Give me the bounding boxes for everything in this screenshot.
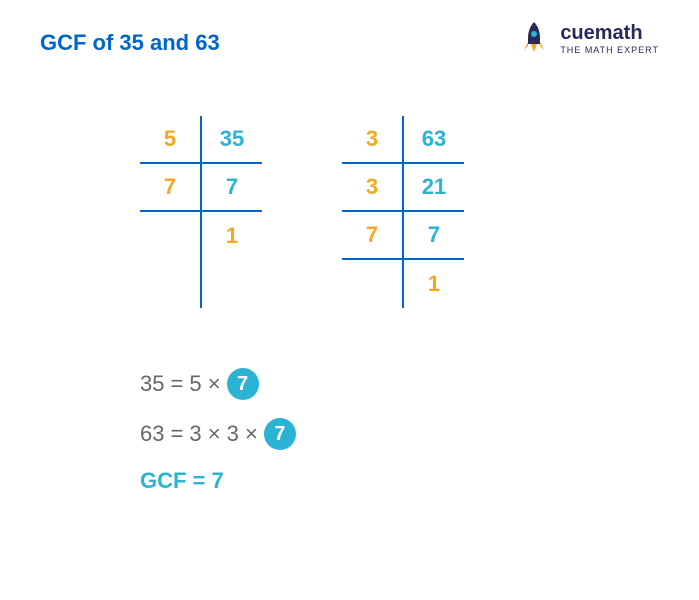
divisor-cell — [140, 212, 200, 260]
eq-num: 63 — [140, 421, 164, 447]
quotient-cell: 35 — [202, 116, 262, 164]
logo-text: cuemath THE MATH EXPERT — [560, 22, 659, 55]
quotient-cell: 63 — [404, 116, 464, 164]
divisor-col-35: 5 7 — [140, 116, 200, 308]
circled-factor: 7 — [227, 368, 259, 400]
quotient-cell: 1 — [202, 212, 262, 260]
gcf-result: GCF = 7 — [140, 468, 659, 494]
result-label: GCF = — [140, 468, 212, 493]
eq-factors: 5 × — [189, 371, 220, 397]
factor-table-35: 5 7 35 7 1 — [140, 116, 262, 308]
quotient-col-35: 35 7 1 — [200, 116, 262, 308]
divisor-cell — [342, 260, 402, 308]
factor-table-63: 3 3 7 63 21 7 1 — [342, 116, 464, 308]
divisor-col-63: 3 3 7 — [342, 116, 402, 308]
quotient-cell: 21 — [404, 164, 464, 212]
result-value: 7 — [212, 468, 224, 493]
logo: cuemath THE MATH EXPERT — [516, 20, 659, 56]
circled-factor: 7 — [264, 418, 296, 450]
equals-sign: = — [170, 421, 183, 447]
quotient-cell: 1 — [404, 260, 464, 308]
equals-sign: = — [170, 371, 183, 397]
equation-35: 35 = 5 × 7 — [140, 368, 659, 400]
eq-factors: 3 × 3 × — [189, 421, 258, 447]
logo-tagline: THE MATH EXPERT — [560, 45, 659, 55]
quotient-cell: 7 — [404, 212, 464, 260]
quotient-col-63: 63 21 7 1 — [402, 116, 464, 308]
divisor-cell: 7 — [140, 164, 200, 212]
divisor-cell: 7 — [342, 212, 402, 260]
factor-tables: 5 7 35 7 1 3 3 7 63 21 7 1 — [140, 116, 659, 308]
divisor-cell: 3 — [342, 164, 402, 212]
divisor-cell: 5 — [140, 116, 200, 164]
rocket-icon — [516, 20, 552, 56]
logo-brand: cuemath — [560, 22, 659, 45]
quotient-cell: 7 — [202, 164, 262, 212]
equation-63: 63 = 3 × 3 × 7 — [140, 418, 659, 450]
divisor-cell: 3 — [342, 116, 402, 164]
equations: 35 = 5 × 7 63 = 3 × 3 × 7 GCF = 7 — [140, 368, 659, 494]
eq-num: 35 — [140, 371, 164, 397]
